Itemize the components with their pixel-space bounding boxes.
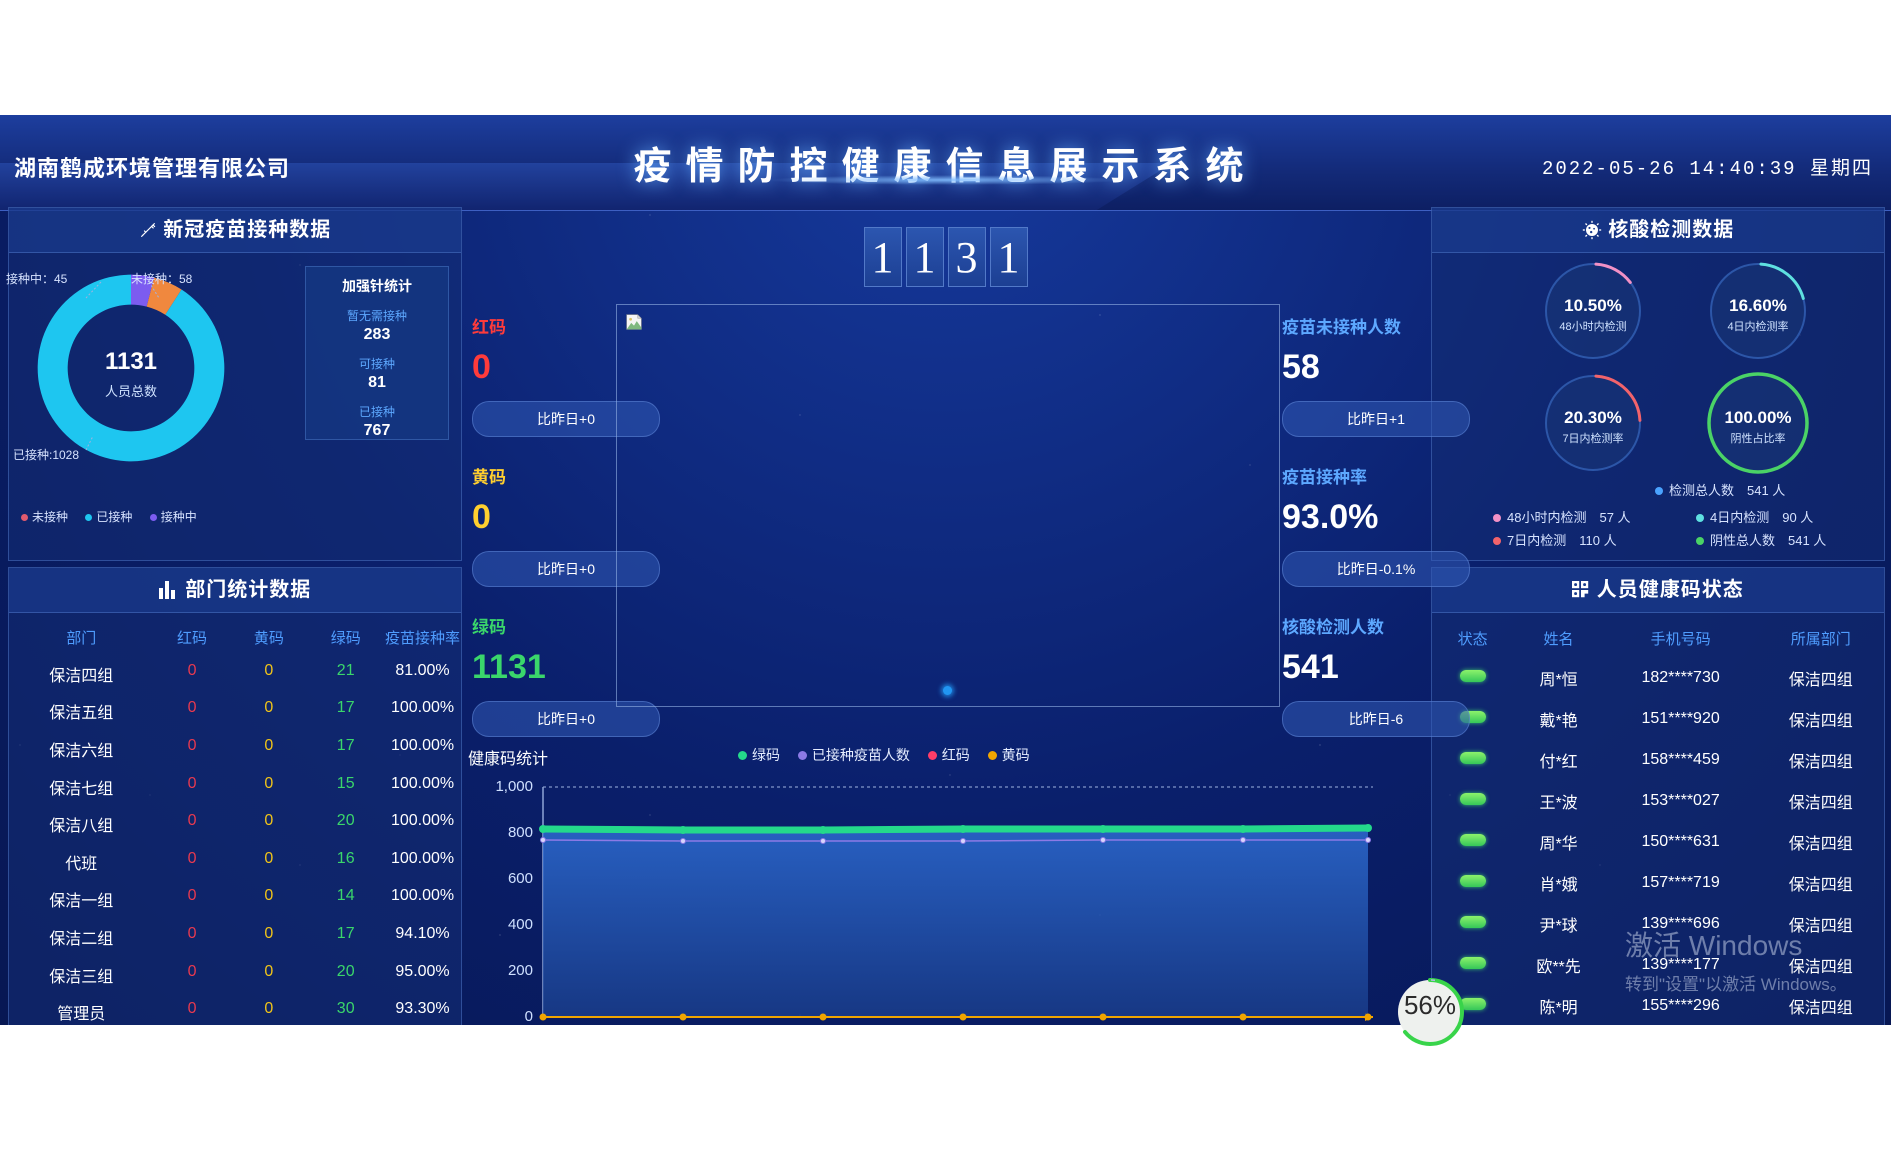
svg-text:1,000: 1,000 — [495, 778, 533, 795]
svg-text:600: 600 — [508, 870, 533, 887]
svg-text:400: 400 — [508, 916, 533, 933]
svg-text:0: 0 — [525, 1008, 533, 1025]
svg-text:200: 200 — [508, 962, 533, 979]
svg-text:800: 800 — [508, 824, 533, 841]
